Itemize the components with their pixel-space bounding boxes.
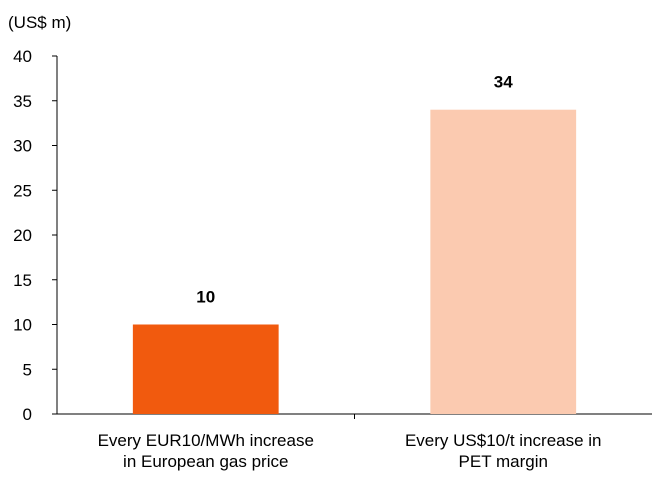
y-tick-label: 0	[23, 405, 32, 424]
category-label: Every EUR10/MWh increase	[98, 431, 314, 450]
bar	[132, 324, 279, 414]
bar	[430, 109, 577, 414]
category-labels: Every EUR10/MWh increase in European gas …	[98, 431, 602, 471]
category-label: Every US$10/t increase in	[405, 431, 602, 450]
data-labels: 10 34	[196, 73, 513, 307]
y-tick-label: 25	[13, 181, 32, 200]
y-tick-label: 35	[13, 92, 32, 111]
y-tick-label: 15	[13, 271, 32, 290]
y-unit-label: (US$ m)	[8, 13, 71, 32]
data-label: 34	[494, 73, 513, 92]
data-label: 10	[196, 288, 215, 307]
x-axis	[57, 413, 652, 419]
y-tick-label: 30	[13, 137, 32, 156]
y-tick-label: 20	[13, 226, 32, 245]
y-tick-label: 40	[13, 47, 32, 66]
y-tick-label: 5	[23, 360, 32, 379]
category-label: PET margin	[459, 452, 548, 471]
y-tick-label: 10	[13, 316, 32, 335]
category-label: in European gas price	[123, 452, 288, 471]
y-axis: 0 5 10 15 20 25 30 35 40	[13, 47, 58, 424]
bars	[132, 109, 577, 414]
